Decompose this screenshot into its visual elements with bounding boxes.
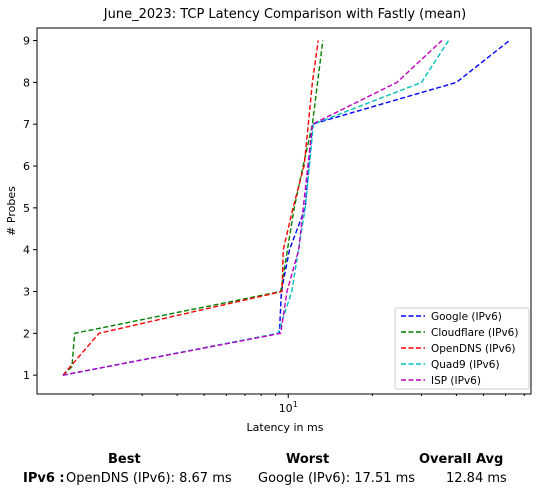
x-axis-label: Latency in ms xyxy=(247,421,324,434)
y-tick-label: 6 xyxy=(23,160,30,173)
x-tick-label: 101 xyxy=(279,400,298,415)
series-line-quad9-ipv6 xyxy=(62,40,450,376)
y-tick-label: 1 xyxy=(23,369,30,382)
best-value: OpenDNS (IPv6): 8.67 ms xyxy=(66,471,232,486)
series-line-cloudflare-ipv6 xyxy=(62,40,324,376)
y-tick-label: 3 xyxy=(23,286,30,299)
worst-value: Google (IPv6): 17.51 ms xyxy=(258,471,416,486)
chart-title: June_2023: TCP Latency Comparison with F… xyxy=(103,7,466,22)
y-tick-label: 5 xyxy=(23,202,30,215)
legend-label: Cloudflare (IPv6) xyxy=(431,327,518,339)
y-tick-label: 7 xyxy=(23,118,30,131)
legend-label: OpenDNS (IPv6) xyxy=(431,343,516,355)
y-tick-label: 4 xyxy=(23,244,30,257)
plot-area xyxy=(36,27,532,395)
best-header: Best xyxy=(108,452,141,467)
series-line-isp-ipv6 xyxy=(62,39,443,376)
legend: Google (IPv6) Cloudflare (IPv6) OpenDNS (I… xyxy=(394,307,530,390)
y-axis: 1 2 3 4 5 6 7 8 9 xyxy=(23,35,37,382)
overall-avg-header: Overall Avg xyxy=(419,452,504,467)
legend-label: ISP (IPv6) xyxy=(431,375,481,387)
series-layer xyxy=(62,39,510,376)
ipv6-row-label: IPv6 : xyxy=(23,471,65,486)
y-tick-label: 9 xyxy=(23,35,30,48)
worst-header: Worst xyxy=(286,452,330,467)
legend-label: Quad9 (IPv6) xyxy=(431,359,500,371)
legend-box xyxy=(394,307,530,390)
y-axis-label: # Probes xyxy=(5,186,18,236)
legend-label: Google (IPv6) xyxy=(431,311,502,323)
y-tick-label: 2 xyxy=(23,327,30,340)
latency-chart: June_2023: TCP Latency Comparison with F… xyxy=(5,7,532,434)
overall-avg-value: 12.84 ms xyxy=(446,471,507,486)
x-axis: 101 xyxy=(92,394,525,415)
y-tick-label: 8 xyxy=(23,76,30,89)
